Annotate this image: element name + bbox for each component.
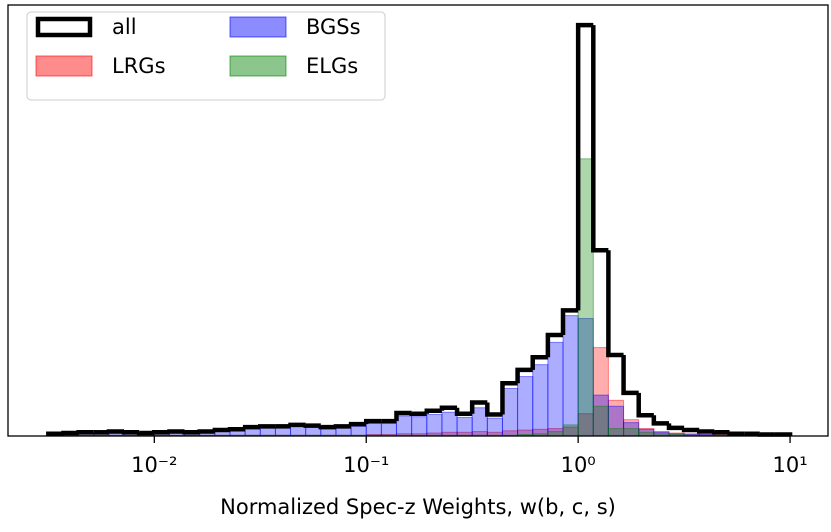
histogram-bar xyxy=(501,387,519,437)
histogram-step xyxy=(242,424,261,430)
legend-box xyxy=(26,11,386,101)
histogram-step xyxy=(727,431,745,437)
histogram-bar xyxy=(471,407,488,437)
histogram-step xyxy=(182,430,200,435)
histogram-step xyxy=(500,380,518,415)
histogram-bar xyxy=(305,426,322,437)
histogram-bar xyxy=(623,428,640,437)
histogram-bar xyxy=(562,424,579,437)
histogram-step xyxy=(485,402,503,417)
histogram-step xyxy=(469,400,488,414)
histogram-bar xyxy=(562,315,579,437)
legend: LRGs BGSs ELGs all xyxy=(26,11,386,101)
histogram-step xyxy=(591,25,609,253)
histogram-step xyxy=(121,430,140,435)
legend-label: BGSs xyxy=(306,15,361,39)
histogram-step xyxy=(76,430,94,435)
histogram-bar xyxy=(456,416,473,437)
histogram-step xyxy=(363,418,382,425)
histogram-step xyxy=(46,431,64,437)
histogram-step xyxy=(439,405,458,411)
histogram-step xyxy=(318,424,336,430)
histogram-bar xyxy=(607,428,625,437)
histogram-step xyxy=(152,430,170,435)
x-tick-label: 10⁻² xyxy=(131,453,177,477)
histogram-bar xyxy=(441,411,458,437)
histogram-step xyxy=(212,427,230,433)
histogram-step xyxy=(61,430,79,436)
histogram-step xyxy=(258,424,276,429)
histogram-step xyxy=(288,422,306,428)
histogram-step xyxy=(136,430,155,436)
histogram-step xyxy=(560,308,579,335)
histogram-step xyxy=(681,427,700,433)
histogram-step xyxy=(651,415,669,426)
legend-swatch xyxy=(229,55,287,77)
histogram-step xyxy=(545,332,564,358)
histogram-step xyxy=(167,429,185,434)
histogram-bar xyxy=(547,431,564,437)
histogram-step xyxy=(697,429,715,434)
histogram-step xyxy=(575,22,594,311)
legend-label: all xyxy=(112,15,137,39)
histogram-bar xyxy=(290,425,307,437)
legend-swatch xyxy=(229,16,287,38)
histogram-bar xyxy=(426,413,443,437)
legend-label: LRGs xyxy=(112,54,166,78)
histogram-bar xyxy=(592,405,609,437)
histogram-step xyxy=(106,429,125,434)
legend-swatch xyxy=(35,55,93,77)
histogram-bar xyxy=(395,415,413,437)
histogram-bar xyxy=(411,416,428,437)
histogram-bar xyxy=(486,417,503,437)
histogram-bar xyxy=(577,158,594,437)
histogram-step xyxy=(606,250,624,358)
histogram-bar xyxy=(532,364,549,437)
histogram-step xyxy=(348,421,367,427)
x-tick-label: 10⁰ xyxy=(561,453,596,477)
histogram-step xyxy=(409,411,427,416)
legend-label: ELGs xyxy=(306,54,358,78)
histogram-bar xyxy=(365,422,382,437)
histogram-bar xyxy=(517,376,534,437)
histogram-step xyxy=(636,392,654,418)
x-tick-label: 10¹ xyxy=(773,453,808,477)
x-axis-label: Normalized Spec-z Weights, w(b, c, s) xyxy=(220,495,616,519)
histogram-step xyxy=(394,410,412,422)
histogram-step xyxy=(227,427,246,432)
x-tick-label: 10⁻¹ xyxy=(343,453,389,477)
histogram-step xyxy=(530,354,548,370)
axes-frame xyxy=(7,4,829,437)
histogram-step xyxy=(197,429,215,434)
histogram-bar xyxy=(380,422,397,437)
histogram-step xyxy=(454,407,473,416)
histogram-step xyxy=(757,432,775,437)
histogram-step xyxy=(333,424,352,429)
histogram-bar xyxy=(547,341,564,437)
histogram-bar xyxy=(350,425,367,437)
histogram-step xyxy=(424,408,442,414)
histogram-step xyxy=(303,423,321,428)
histogram-step xyxy=(621,355,639,396)
histogram-step xyxy=(712,430,730,435)
legend-swatch xyxy=(35,16,93,38)
histogram-step xyxy=(666,423,685,431)
histogram-step xyxy=(515,367,533,384)
